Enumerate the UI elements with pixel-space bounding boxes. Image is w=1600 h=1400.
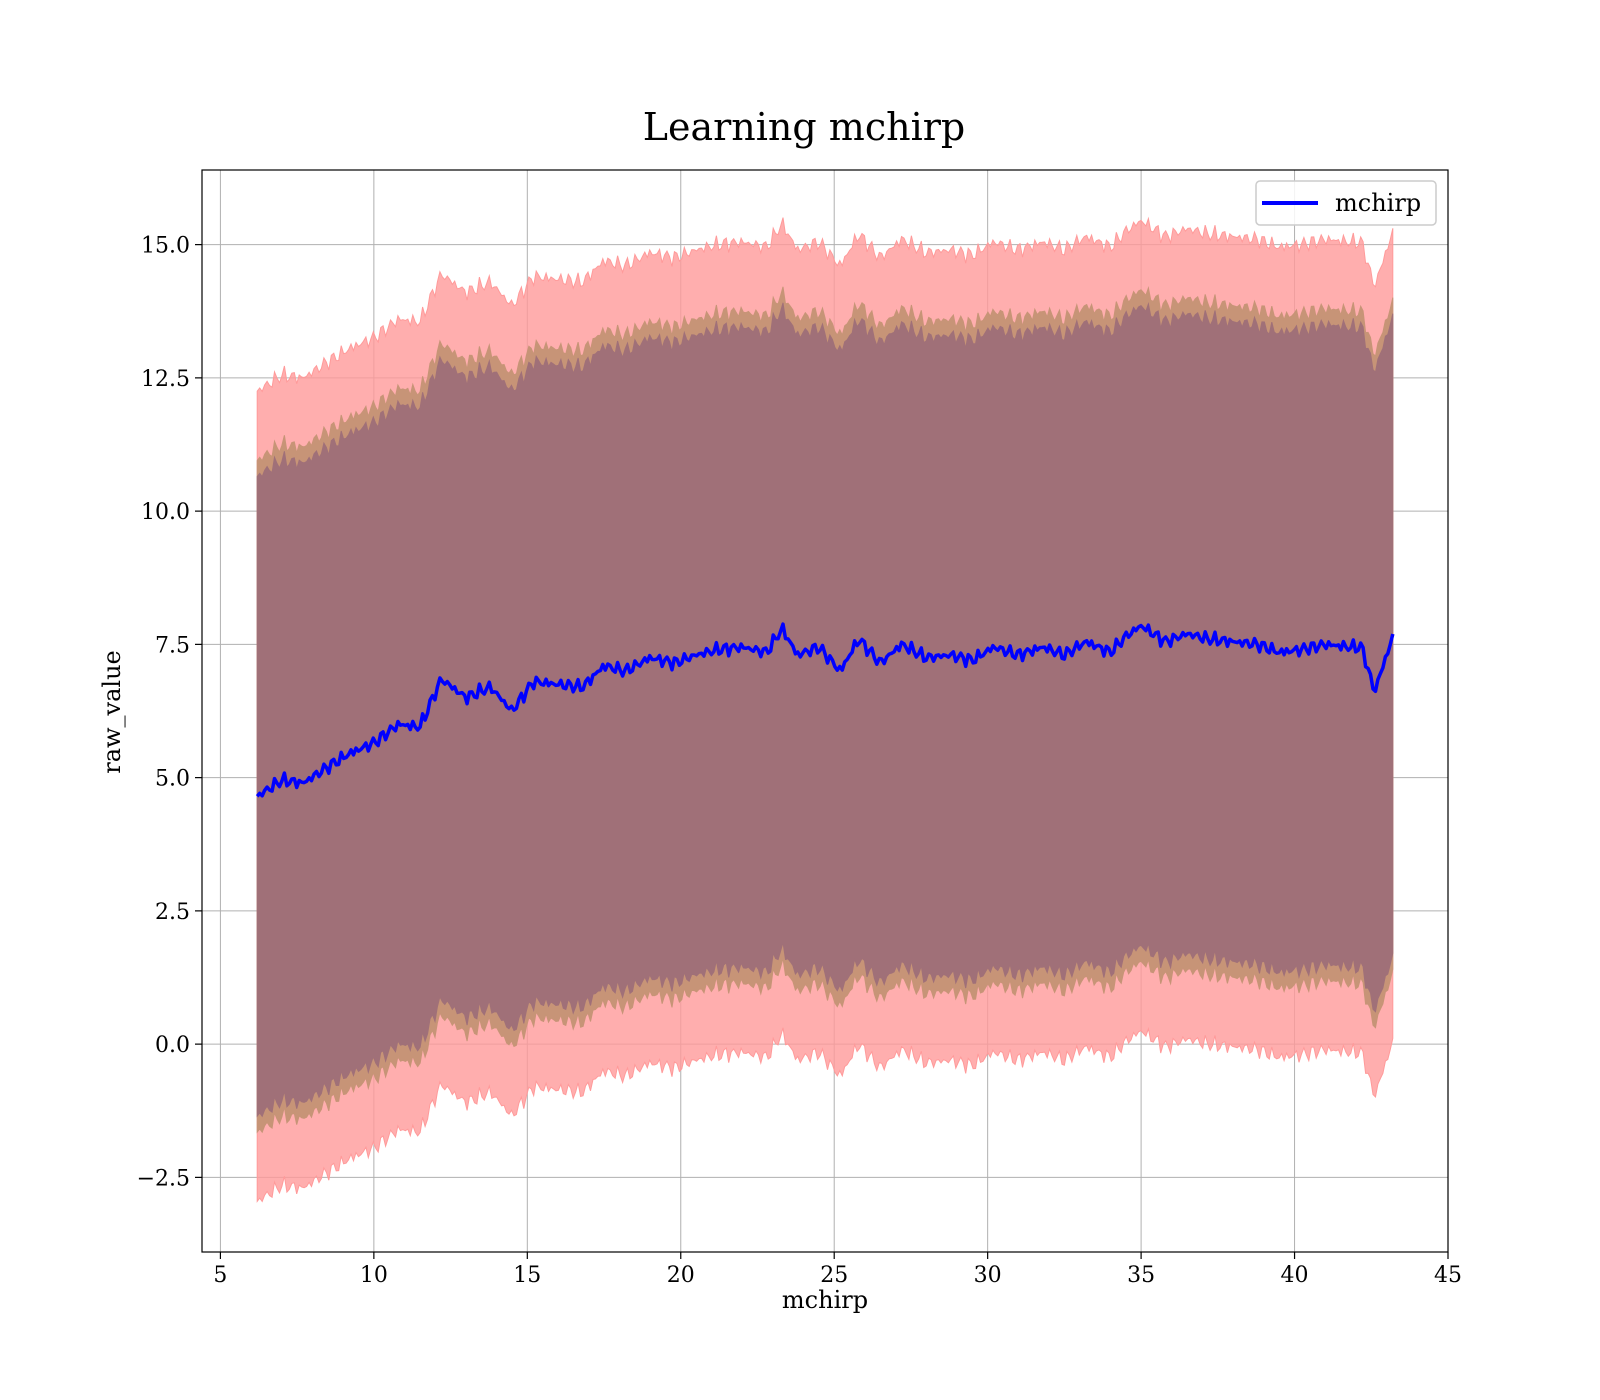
legend-box — [1255, 180, 1437, 226]
band-inner — [256, 301, 1394, 1118]
x-tick-label: 15 — [513, 1263, 541, 1288]
y-tick-label: 2.5 — [155, 900, 190, 925]
x-tick-label: 40 — [1281, 1263, 1309, 1288]
y-tick-label: 7.5 — [155, 633, 190, 658]
x-tick-label: 35 — [1127, 1263, 1155, 1288]
x-tick-label: 25 — [820, 1263, 848, 1288]
chart-title: Learning mchirp — [643, 105, 965, 149]
legend-label: mchirp — [1335, 189, 1421, 217]
x-tick-label: 20 — [667, 1263, 695, 1288]
y-tick-label: 10.0 — [141, 500, 190, 525]
x-axis: 5 10 15 20 25 30 35 40 45 — [213, 1252, 1462, 1288]
y-axis-label: raw_value — [98, 650, 126, 774]
y-tick-label: 5.0 — [155, 767, 190, 792]
y-tick-label: 15.0 — [141, 234, 190, 259]
y-tick-label: −2.5 — [137, 1166, 190, 1191]
x-tick-label: 5 — [213, 1263, 227, 1288]
series-lines — [255, 622, 1395, 798]
y-tick-label: 0.0 — [155, 1033, 190, 1058]
x-tick-label: 10 — [360, 1263, 388, 1288]
y-axis: −2.5 0.0 2.5 5.0 7.5 10.0 12.5 15.0 — [137, 234, 202, 1191]
x-tick-label: 45 — [1434, 1263, 1462, 1288]
legend: mchirp — [1255, 180, 1437, 226]
x-tick-label: 30 — [974, 1263, 1002, 1288]
y-tick-label: 12.5 — [141, 367, 190, 392]
series-line-mchirp — [255, 622, 1395, 798]
x-axis-label: mchirp — [782, 1286, 868, 1314]
plot-frame — [201, 169, 1449, 1253]
confidence-bands — [256, 216, 1394, 1203]
